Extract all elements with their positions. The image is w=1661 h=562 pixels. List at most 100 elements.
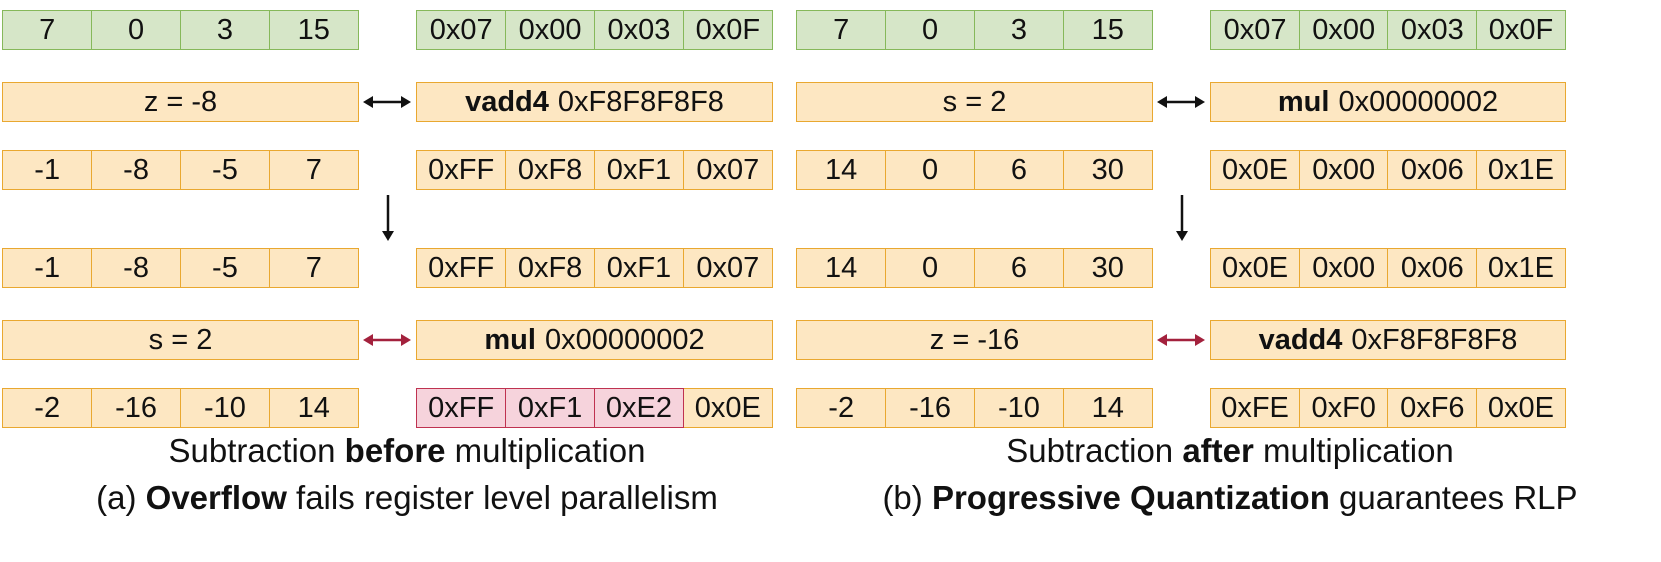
- output-decimal-lanes: -2 -16 -10 14: [796, 388, 1153, 428]
- lane-hex: 0xFF: [416, 248, 507, 288]
- lane-value: 0: [90, 10, 182, 50]
- op2-expression: z = -16: [796, 320, 1153, 360]
- lane-value: -5: [179, 150, 271, 190]
- caption-bold: after: [1182, 432, 1254, 469]
- lane-hex: 0xF1: [593, 248, 685, 288]
- lane-hex: 0xFE: [1210, 388, 1301, 428]
- output-hex-lanes: 0xFE 0xF0 0xF6 0x0E: [1210, 388, 1566, 428]
- lane-value: -16: [90, 388, 182, 428]
- carry-hex-lanes: 0xFF 0xF8 0xF1 0x07: [416, 248, 773, 288]
- carry-hex-lanes: 0x0E 0x00 0x06 0x1E: [1210, 248, 1566, 288]
- instruction-name: vadd4: [465, 85, 549, 118]
- input-decimal-lanes: 7 0 3 15: [2, 10, 359, 50]
- mid-decimal-lanes: 14 0 6 30: [796, 150, 1153, 190]
- lane-hex: 0x07: [1210, 10, 1301, 50]
- instruction-immediate: 0x00000002: [1338, 85, 1499, 118]
- lane-value: -10: [973, 388, 1065, 428]
- lane-value: 0: [884, 150, 976, 190]
- caption-line-1: Subtraction after multiplication: [800, 432, 1660, 470]
- lane-value: 7: [268, 248, 359, 288]
- lane-value: 14: [1062, 388, 1153, 428]
- lane-hex: 0x1E: [1475, 248, 1566, 288]
- output-decimal-lanes: -2 -16 -10 14: [2, 388, 359, 428]
- overflow-lane-hex: 0xFF: [416, 388, 507, 428]
- carry-decimal-lanes: 14 0 6 30: [796, 248, 1153, 288]
- op2-instruction: mul 0x00000002: [416, 320, 773, 360]
- lane-hex: 0xF1: [593, 150, 685, 190]
- caption-text: multiplication: [445, 432, 646, 469]
- lane-hex: 0xF8: [504, 248, 596, 288]
- lane-hex: 0x0E: [1210, 150, 1301, 190]
- lane-hex: 0x1E: [1475, 150, 1566, 190]
- double-arrow-red-icon: [1157, 334, 1205, 346]
- down-arrow-icon: [382, 195, 394, 241]
- lane-hex: 0x03: [1387, 10, 1478, 50]
- lane-value: 15: [268, 10, 359, 50]
- op1-instruction: mul 0x00000002: [1210, 82, 1566, 122]
- lane-value: -1: [2, 150, 93, 190]
- caption-text: Subtraction: [1006, 432, 1183, 469]
- lane-value: 14: [796, 248, 887, 288]
- lane-value: -16: [884, 388, 976, 428]
- caption-line-2: (b) Progressive Quantization guarantees …: [800, 479, 1660, 517]
- lane-value: 14: [268, 388, 359, 428]
- caption-text: Subtraction: [168, 432, 345, 469]
- lane-hex: 0xF6: [1387, 388, 1478, 428]
- lane-hex: 0x0E: [1210, 248, 1301, 288]
- mid-hex-lanes: 0x0E 0x00 0x06 0x1E: [1210, 150, 1566, 190]
- instruction-name: vadd4: [1258, 323, 1343, 356]
- lane-value: 7: [796, 10, 887, 50]
- lane-value: 30: [1062, 150, 1153, 190]
- caption-bold: before: [344, 432, 446, 469]
- lane-hex: 0x00: [504, 10, 596, 50]
- caption-line-1: Subtraction before multiplication: [2, 432, 812, 470]
- mid-hex-lanes: 0xFF 0xF8 0xF1 0x07: [416, 150, 773, 190]
- lane-hex: 0x0E: [1475, 388, 1566, 428]
- op2-instruction: vadd4 0xF8F8F8F8: [1210, 320, 1566, 360]
- lane-hex: 0x0E: [682, 388, 773, 428]
- caption-text: (b): [882, 479, 932, 516]
- lane-hex: 0xFF: [416, 150, 507, 190]
- lane-value: 30: [1062, 248, 1153, 288]
- lane-hex: 0x07: [682, 248, 773, 288]
- instruction-name: mul: [1277, 85, 1330, 118]
- op1-expression: s = 2: [796, 82, 1153, 122]
- instruction-immediate: 0xF8F8F8F8: [557, 85, 724, 118]
- input-hex-lanes: 0x07 0x00 0x03 0x0F: [416, 10, 773, 50]
- double-arrow-icon: [363, 96, 411, 108]
- caption-bold: Overflow: [145, 479, 287, 516]
- instruction-immediate: 0x00000002: [544, 323, 705, 356]
- op2-expression: s = 2: [2, 320, 359, 360]
- lane-value: -5: [179, 248, 271, 288]
- double-arrow-red-icon: [363, 334, 411, 346]
- lane-value: 15: [1062, 10, 1153, 50]
- input-hex-lanes: 0x07 0x00 0x03 0x0F: [1210, 10, 1566, 50]
- lane-value: -10: [179, 388, 271, 428]
- lane-hex: 0x0F: [682, 10, 773, 50]
- caption-text: guarantees RLP: [1329, 479, 1578, 516]
- caption-text: (a): [96, 479, 146, 516]
- mid-decimal-lanes: -1 -8 -5 7: [2, 150, 359, 190]
- lane-value: -2: [796, 388, 887, 428]
- instruction-immediate: 0xF8F8F8F8: [1351, 323, 1518, 356]
- op1-instruction: vadd4 0xF8F8F8F8: [416, 82, 773, 122]
- lane-hex: 0xF0: [1298, 388, 1389, 428]
- caption-text: fails register level parallelism: [286, 479, 718, 516]
- lane-value: 6: [973, 150, 1065, 190]
- lane-hex: 0x07: [682, 150, 773, 190]
- caption-bold: Progressive Quantization: [931, 479, 1330, 516]
- lane-hex: 0xF8: [504, 150, 596, 190]
- lane-value: 14: [796, 150, 887, 190]
- lane-hex: 0x07: [416, 10, 507, 50]
- lane-value: -8: [90, 248, 182, 288]
- down-arrow-icon: [1176, 195, 1188, 241]
- lane-hex: 0x06: [1387, 248, 1478, 288]
- overflow-lane-hex: 0xF1: [504, 388, 596, 428]
- lane-value: -8: [90, 150, 182, 190]
- output-hex-lanes: 0xFF 0xF1 0xE2 0x0E: [416, 388, 773, 428]
- carry-decimal-lanes: -1 -8 -5 7: [2, 248, 359, 288]
- lane-value: -2: [2, 388, 93, 428]
- lane-value: 6: [973, 248, 1065, 288]
- input-decimal-lanes: 7 0 3 15: [796, 10, 1153, 50]
- lane-hex: 0x00: [1298, 248, 1389, 288]
